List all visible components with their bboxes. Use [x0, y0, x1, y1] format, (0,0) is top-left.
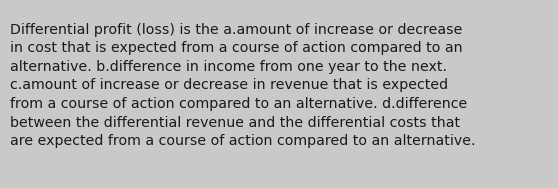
- Text: Differential profit (loss) is the a.amount of increase or decrease
in cost that : Differential profit (loss) is the a.amou…: [10, 23, 475, 148]
